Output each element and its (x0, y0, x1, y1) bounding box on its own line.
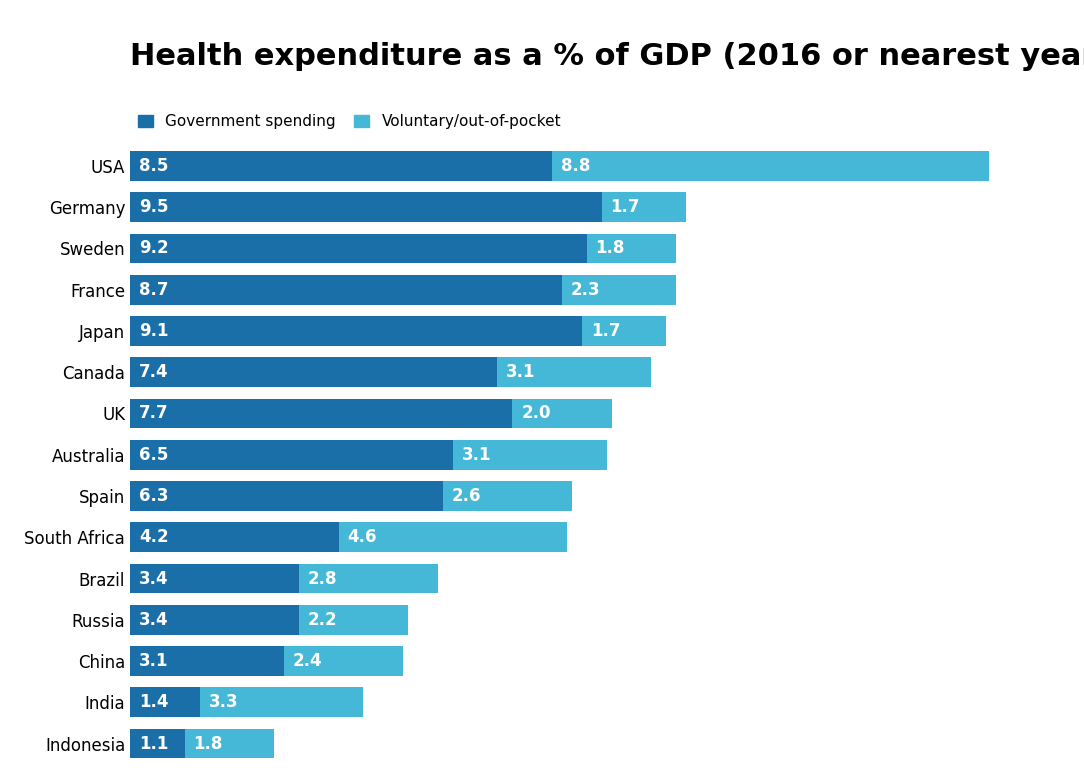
Bar (513, 398, 611, 428)
Text: 2.3: 2.3 (571, 281, 601, 299)
Text: 8.7: 8.7 (139, 281, 168, 299)
Text: 3.3: 3.3 (208, 693, 238, 711)
Text: Health expenditure as a % of GDP (2016 or nearest year): Health expenditure as a % of GDP (2016 o… (130, 42, 1084, 71)
Bar (338, 522, 567, 552)
Text: 3.1: 3.1 (462, 446, 491, 463)
Bar (199, 688, 363, 717)
Text: 8.8: 8.8 (560, 157, 591, 175)
Bar (562, 275, 676, 304)
Bar (586, 234, 676, 263)
Text: 2.6: 2.6 (452, 487, 481, 505)
Text: 1.8: 1.8 (596, 239, 625, 257)
Text: 3.1: 3.1 (506, 363, 535, 381)
Bar (130, 151, 552, 181)
Bar (602, 192, 686, 222)
Bar (299, 564, 438, 593)
Text: 9.5: 9.5 (139, 198, 168, 216)
Text: 8.5: 8.5 (139, 157, 168, 175)
Text: 7.4: 7.4 (139, 363, 169, 381)
Text: 4.6: 4.6 (348, 528, 377, 546)
Text: 6.3: 6.3 (139, 487, 168, 505)
Bar (130, 358, 498, 387)
Bar (130, 564, 299, 593)
Legend: Government spending, Voluntary/out-of-pocket: Government spending, Voluntary/out-of-po… (138, 114, 562, 129)
Bar (130, 192, 602, 222)
Text: 6.5: 6.5 (139, 446, 168, 463)
Bar (552, 151, 989, 181)
Bar (130, 275, 562, 304)
Bar (453, 440, 607, 470)
Bar (130, 728, 184, 758)
Bar (130, 234, 586, 263)
Bar (184, 728, 274, 758)
Text: 1.8: 1.8 (194, 735, 223, 753)
Text: 2.0: 2.0 (521, 405, 551, 423)
Text: 9.1: 9.1 (139, 322, 168, 340)
Text: 1.4: 1.4 (139, 693, 168, 711)
Bar (130, 398, 513, 428)
Text: 3.1: 3.1 (139, 652, 168, 670)
Bar (582, 316, 667, 346)
Text: 1.7: 1.7 (591, 322, 620, 340)
Text: 7.7: 7.7 (139, 405, 169, 423)
Text: 1.1: 1.1 (139, 735, 168, 753)
Text: 2.8: 2.8 (308, 569, 337, 587)
Text: 2.4: 2.4 (293, 652, 323, 670)
Text: 3.4: 3.4 (139, 569, 169, 587)
Bar (130, 481, 442, 511)
Text: 1.7: 1.7 (610, 198, 640, 216)
Bar (284, 646, 403, 676)
Text: 9.2: 9.2 (139, 239, 169, 257)
Bar (442, 481, 572, 511)
Text: 2.2: 2.2 (308, 611, 337, 629)
Bar (130, 522, 338, 552)
Bar (130, 605, 299, 634)
Bar (130, 316, 582, 346)
Bar (299, 605, 408, 634)
Bar (130, 646, 284, 676)
Text: 4.2: 4.2 (139, 528, 169, 546)
Bar (130, 440, 453, 470)
Bar (130, 688, 199, 717)
Bar (498, 358, 651, 387)
Text: 3.4: 3.4 (139, 611, 169, 629)
